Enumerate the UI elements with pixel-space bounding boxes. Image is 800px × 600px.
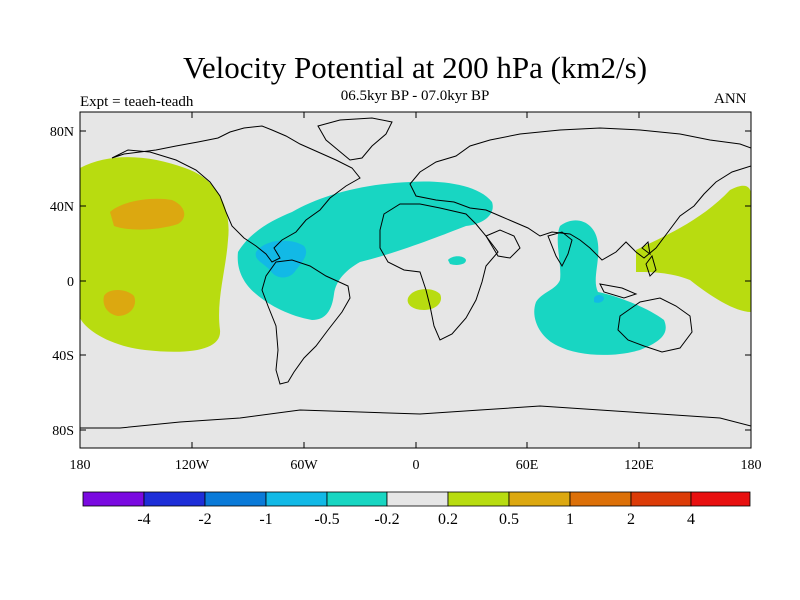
negative-anomaly-indian-core xyxy=(594,295,604,303)
colorbar-label: 0.2 xyxy=(438,511,458,528)
colorbar-box-8 xyxy=(508,491,571,507)
colorbar-box-9 xyxy=(569,491,632,507)
shading-layer xyxy=(80,157,751,355)
coast-south-america xyxy=(261,259,351,385)
colorbar-label: 1 xyxy=(566,511,574,528)
lat-tick-label: 40S xyxy=(52,349,74,364)
colorbar xyxy=(82,491,751,507)
lat-tick-label: 0 xyxy=(67,275,74,290)
colorbar-box-1 xyxy=(82,491,145,507)
colorbar-label: -2 xyxy=(198,511,211,528)
coast-antarctica xyxy=(80,405,751,448)
lat-tick-label: 40N xyxy=(50,200,74,215)
lon-tick-label: 120E xyxy=(624,458,654,473)
colorbar-box-10 xyxy=(630,491,692,507)
positive-anomaly-west-pacific xyxy=(636,185,751,312)
negative-anomaly-small-patch xyxy=(448,256,466,265)
colorbar-box-4 xyxy=(265,491,328,507)
colorbar-label: 2 xyxy=(627,511,635,528)
colorbar-label: -1 xyxy=(259,511,272,528)
coast-maritime-islands xyxy=(599,240,657,299)
colorbar-label: 0.5 xyxy=(499,511,519,528)
coast-africa xyxy=(379,203,499,341)
axis-ticks xyxy=(79,112,752,448)
coast-arabia-india xyxy=(485,229,573,268)
lon-tick-label: 60W xyxy=(290,458,318,473)
positive-anomaly-south-atlantic xyxy=(407,289,442,310)
chart-title: Velocity Potential at 200 hPa (km2/s) xyxy=(182,50,648,85)
colorbar-box-5 xyxy=(326,491,388,507)
colorbar-box-11 xyxy=(690,491,751,507)
colorbar-box-6 xyxy=(386,491,449,507)
colorbar-label: -4 xyxy=(137,511,150,528)
colorbar-label: 4 xyxy=(687,511,695,528)
chart-subtitle: 06.5kyr BP - 07.0kyr BP xyxy=(340,88,490,104)
lon-tick-label: 120W xyxy=(175,458,210,473)
colorbar-box-7 xyxy=(447,491,510,507)
coastlines xyxy=(80,117,751,448)
lon-tick-label: 60E xyxy=(516,458,539,473)
colorbar-box-2 xyxy=(143,491,206,507)
lon-tick-label: 180 xyxy=(741,458,762,473)
coast-greenland xyxy=(317,117,393,161)
season-label: ANN xyxy=(714,91,747,107)
positive-anomaly-core-south xyxy=(103,290,136,316)
negative-anomaly-indian-ocean xyxy=(534,220,666,355)
coast-australia xyxy=(617,297,693,353)
positive-anomaly-core-north xyxy=(110,198,185,230)
negative-anomaly-caribbean-core xyxy=(255,240,307,278)
colorbar-label: -0.2 xyxy=(374,511,399,528)
lon-tick-label: 0 xyxy=(413,458,420,473)
colorbar-label: -0.5 xyxy=(314,511,339,528)
positive-anomaly-north-pacific xyxy=(80,157,229,352)
experiment-label: Expt = teaeh-teadh xyxy=(80,94,194,110)
lon-tick-label: 180 xyxy=(70,458,91,473)
lat-tick-label: 80N xyxy=(50,125,74,140)
coast-north-america xyxy=(111,125,361,263)
coast-eurasia xyxy=(409,127,751,261)
lat-tick-label: 80S xyxy=(52,424,74,439)
colorbar-box-3 xyxy=(204,491,267,507)
negative-anomaly-atlantic-africa xyxy=(237,181,493,320)
